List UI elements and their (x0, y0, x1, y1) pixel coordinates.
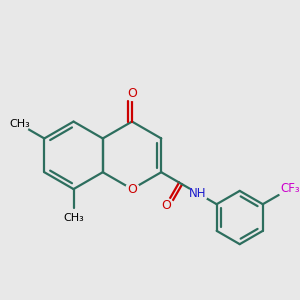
Text: CH₃: CH₃ (9, 119, 30, 129)
Text: O: O (127, 183, 137, 196)
Text: CH₃: CH₃ (63, 212, 84, 223)
Text: NH: NH (189, 187, 206, 200)
Text: O: O (161, 199, 171, 212)
Text: O: O (127, 87, 137, 100)
Text: CF₃: CF₃ (281, 182, 300, 195)
